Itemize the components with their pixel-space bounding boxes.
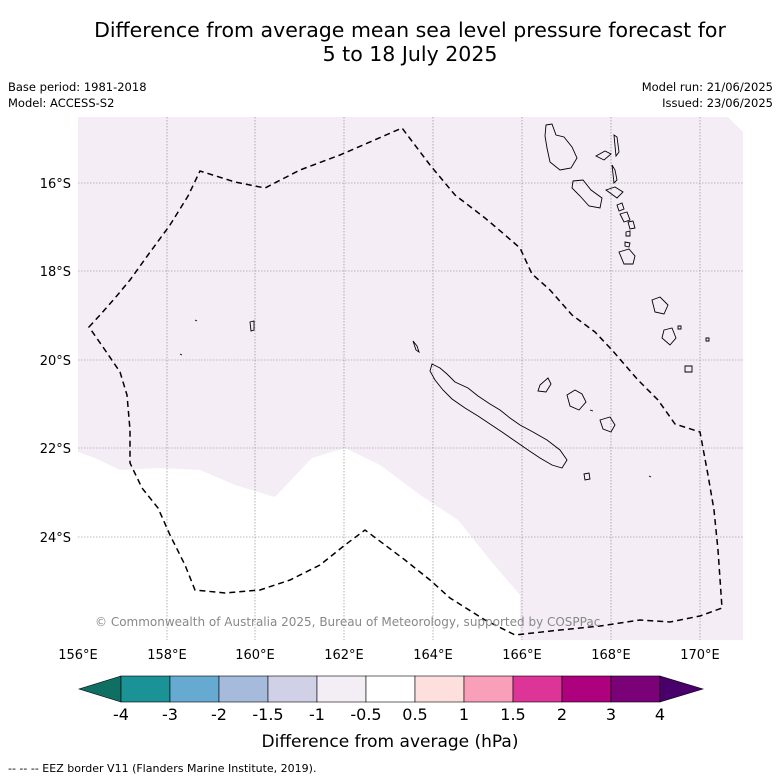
colorbar-segment	[120, 675, 171, 703]
loyalty-lifou-outline	[566, 389, 587, 411]
fiji-small-1-outline	[677, 325, 682, 330]
colorbar-extend-high	[659, 675, 705, 703]
colorbar-tick-label: 1.5	[500, 705, 525, 724]
lon-label: 158°E	[147, 648, 187, 663]
ambae-outline	[595, 150, 612, 161]
lat-label: 16°S	[40, 177, 71, 192]
loyalty-ouvea-outline	[537, 377, 552, 393]
copyright-text: © Commonwealth of Australia 2025, Bureau…	[95, 615, 600, 629]
espiritu-santo-outline	[544, 123, 578, 171]
colorbar-segment	[316, 675, 367, 703]
land-outlines	[179, 123, 710, 481]
lat-label: 22°S	[40, 442, 71, 457]
base-period-text: Base period: 1981-2018	[8, 80, 147, 94]
belep-islands-outline	[412, 340, 420, 354]
maewo-outline	[613, 134, 620, 158]
erromango-outline	[625, 230, 631, 237]
neutral-corner	[728, 117, 743, 132]
colorbar-segment	[561, 675, 612, 703]
pentecost-outline	[611, 164, 618, 184]
colorbar-segment	[610, 675, 661, 703]
meta-right: Model run: 21/06/2025 Issued: 23/06/2025	[642, 79, 773, 111]
lon-label: 156°E	[58, 648, 98, 663]
lon-label: 164°E	[413, 648, 453, 663]
title-line-2: 5 to 18 July 2025	[322, 42, 498, 66]
title-line-1: Difference from average mean sea level p…	[94, 18, 726, 42]
map-title: Difference from average mean sea level p…	[40, 18, 780, 66]
reef-islet-2	[194, 319, 198, 322]
fiji-small-2-outline	[705, 337, 710, 342]
lon-label: 160°E	[235, 648, 275, 663]
reef-islet-3	[179, 353, 183, 356]
colorbar-extend-low	[77, 675, 122, 703]
colorbar-segment	[365, 675, 416, 703]
fiji-west-outline	[651, 296, 669, 315]
colorbar-tick-label: -3	[162, 705, 178, 724]
colorbar-tick-label: 1	[459, 705, 469, 724]
lon-label: 168°E	[591, 648, 631, 663]
colorbar-tick-label: -4	[113, 705, 129, 724]
lon-label: 166°E	[502, 648, 542, 663]
fiji-south-outline	[684, 365, 693, 373]
colorbar: -4 -3 -2 -1.5 -1 -0.5 0.5 1 1.5 2 3 4	[77, 675, 705, 724]
gridlines	[78, 117, 743, 640]
shepherd-islands-outline	[627, 220, 636, 230]
epi-outline	[616, 202, 625, 212]
issued-text: Issued: 23/06/2025	[662, 96, 773, 110]
latitude-labels: 16°S 18°S 20°S 22°S 24°S	[40, 177, 71, 546]
colorbar-tick-label: 2	[557, 705, 567, 724]
lon-label: 170°E	[680, 648, 720, 663]
colorbar-tick-label: -0.5	[350, 705, 381, 724]
neutral-region	[78, 448, 520, 640]
lat-label: 20°S	[40, 354, 71, 369]
fiji-mid-outline	[661, 327, 677, 346]
colorbar-segment	[169, 675, 220, 703]
reef-islet-4	[589, 409, 594, 412]
colorbar-tick-label: -1.5	[252, 705, 283, 724]
model-text: Model: ACCESS-S2	[8, 96, 115, 110]
lat-label: 18°S	[40, 265, 71, 280]
reef-islet-1	[249, 320, 255, 332]
malekula-outline	[571, 179, 603, 209]
longitude-labels: 156°E 158°E 160°E 162°E 164°E 166°E 168°…	[58, 648, 720, 663]
loyalty-mare-outline	[599, 416, 616, 433]
eez-footnote: -- -- -- EEZ border V11 (Flanders Marine…	[8, 762, 317, 775]
eez-border	[88, 127, 723, 636]
efate-outline	[619, 211, 631, 223]
colorbar-segment	[218, 675, 269, 703]
ambrym-outline	[605, 186, 624, 199]
colorbar-tick-label: -1	[309, 705, 325, 724]
isle-of-pines-outline	[583, 472, 591, 481]
model-run-text: Model run: 21/06/2025	[641, 80, 773, 94]
colorbar-segment	[512, 675, 563, 703]
meta-left: Base period: 1981-2018 Model: ACCESS-S2	[8, 79, 147, 111]
map-panel: © Commonwealth of Australia 2025, Bureau…	[78, 117, 743, 640]
lat-label: 24°S	[40, 531, 71, 546]
tanna-outline	[618, 248, 636, 265]
colorbar-segment	[414, 675, 465, 703]
aneityum-outline	[624, 241, 631, 248]
colorbar-tick-label: 0.5	[402, 705, 427, 724]
colorbar-tick-label: 4	[655, 705, 665, 724]
colorbar-label: Difference from average (hPa)	[262, 732, 519, 752]
colorbar-segment	[463, 675, 514, 703]
new-caledonia-outline	[429, 363, 568, 469]
reef-islet-5	[648, 475, 652, 478]
lon-label: 162°E	[324, 648, 364, 663]
colorbar-segment	[267, 675, 318, 703]
colorbar-tick-label: 3	[606, 705, 616, 724]
colorbar-tick-label: -2	[211, 705, 227, 724]
